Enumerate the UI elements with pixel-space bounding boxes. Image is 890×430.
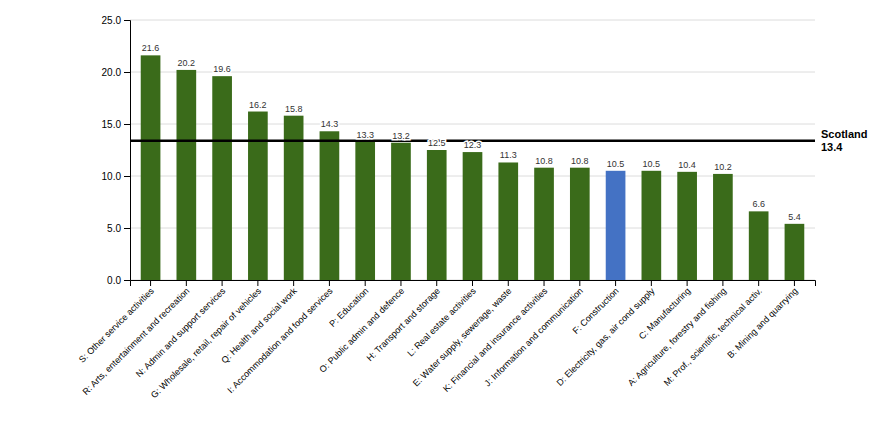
y-tick: 15.0 bbox=[102, 119, 130, 130]
x-tick-mark bbox=[615, 280, 616, 286]
x-tick: H: Transport and storage bbox=[364, 280, 441, 363]
x-tick: B: Mining and quarrying bbox=[725, 280, 799, 360]
x-tick-mark bbox=[508, 280, 509, 286]
reference-label: Scotland13.4 bbox=[821, 128, 867, 153]
bar bbox=[427, 150, 447, 280]
y-tick-mark bbox=[124, 176, 130, 177]
x-tick-mark bbox=[794, 280, 795, 286]
grid-line bbox=[130, 124, 815, 125]
x-tick-mark bbox=[222, 280, 223, 286]
y-tick-mark bbox=[124, 72, 130, 73]
bar bbox=[463, 152, 483, 280]
x-tick-mark bbox=[257, 280, 258, 286]
y-tick-label: 5.0 bbox=[107, 223, 121, 234]
plot: 0.0 5.0 10.0 15.0 20.0 25.0 S: Other service a… bbox=[77, 15, 868, 400]
bar bbox=[355, 142, 375, 280]
marks bbox=[130, 55, 815, 280]
y-tick-label: 10.0 bbox=[102, 171, 122, 182]
y-tick-mark bbox=[124, 280, 130, 281]
chart: 0.0 5.0 10.0 15.0 20.0 25.0 S: Other service a… bbox=[0, 0, 890, 430]
y-tick-label: 25.0 bbox=[102, 15, 122, 26]
bar bbox=[713, 174, 733, 280]
bar bbox=[141, 55, 161, 280]
grid-line bbox=[130, 72, 815, 73]
data-label: 20.2 bbox=[178, 58, 196, 68]
y-tick-mark bbox=[124, 228, 130, 229]
x-tick: I: Accommodation and food services bbox=[225, 280, 335, 395]
x-tick-mark bbox=[186, 280, 187, 286]
x-tick-mark bbox=[329, 280, 330, 286]
bar bbox=[749, 211, 769, 280]
x-tick: L: Real estate activities bbox=[405, 280, 478, 358]
y-tick: 5.0 bbox=[107, 223, 130, 234]
reference-label-name: Scotland bbox=[821, 128, 867, 140]
y-axis: 0.0 5.0 10.0 15.0 20.0 25.0 bbox=[102, 15, 131, 286]
y-tick: 10.0 bbox=[102, 171, 130, 182]
bar bbox=[177, 70, 197, 280]
data-label: 10.5 bbox=[607, 159, 625, 169]
data-label: 14.3 bbox=[321, 119, 339, 129]
y-tick-mark bbox=[124, 20, 130, 21]
data-label: 13.2 bbox=[392, 131, 410, 141]
grid-line bbox=[130, 20, 815, 21]
x-tick: Q: Health and social work bbox=[219, 280, 299, 365]
bar bbox=[212, 76, 232, 280]
y-tick-label: 15.0 bbox=[102, 119, 122, 130]
y-tick: 0.0 bbox=[107, 275, 130, 286]
data-label: 6.6 bbox=[752, 199, 765, 209]
x-tick-label: L: Real estate activities bbox=[405, 285, 478, 358]
y-tick: 25.0 bbox=[102, 15, 130, 26]
bar bbox=[677, 172, 697, 280]
x-axis: S: Other service activitiesR: Arts, ente… bbox=[77, 280, 816, 400]
data-label: 12.3 bbox=[464, 140, 482, 150]
x-tick-mark bbox=[651, 280, 652, 286]
y-tick-label: 20.0 bbox=[102, 67, 122, 78]
data-labels: 21.6 20.2 19.6 16.2 15.8 14.3 13.3 13.2 12.5 12.3… bbox=[142, 43, 801, 221]
bar bbox=[498, 162, 518, 280]
y-tick-mark bbox=[124, 124, 130, 125]
bar bbox=[570, 168, 590, 280]
data-label: 10.4 bbox=[678, 160, 696, 170]
y-tick-label: 0.0 bbox=[107, 275, 121, 286]
data-label: 10.8 bbox=[571, 156, 589, 166]
x-tick-mark bbox=[365, 280, 366, 286]
x-tick-mark bbox=[544, 280, 545, 286]
x-tick-mark bbox=[436, 280, 437, 286]
x-tick-label: I: Accommodation and food services bbox=[225, 285, 335, 395]
x-tick-mark bbox=[722, 280, 723, 286]
data-label: 15.8 bbox=[285, 104, 303, 114]
x-tick: S: Other service activities bbox=[77, 280, 156, 365]
x-tick-mark bbox=[758, 280, 759, 286]
bar bbox=[606, 171, 626, 280]
data-label: 10.5 bbox=[643, 159, 661, 169]
bar bbox=[785, 224, 805, 280]
data-label: 19.6 bbox=[213, 64, 231, 74]
data-label: 13.3 bbox=[356, 130, 374, 140]
x-tick-mark bbox=[293, 280, 294, 286]
x-axis-line bbox=[131, 281, 816, 287]
reference-label-value: 13.4 bbox=[821, 141, 843, 153]
data-label: 10.8 bbox=[535, 156, 553, 166]
data-label: 11.3 bbox=[500, 150, 517, 160]
y-tick: 20.0 bbox=[102, 67, 130, 78]
bar bbox=[320, 131, 340, 280]
x-tick-mark bbox=[687, 280, 688, 286]
bar bbox=[248, 112, 268, 280]
data-label: 10.2 bbox=[714, 162, 732, 172]
bar bbox=[391, 143, 411, 280]
data-label: 21.6 bbox=[142, 43, 160, 53]
grid bbox=[130, 20, 815, 280]
bar bbox=[642, 171, 662, 280]
bar bbox=[534, 168, 554, 280]
x-tick-mark bbox=[472, 280, 473, 286]
data-label: 16.2 bbox=[249, 100, 267, 110]
x-tick-mark bbox=[150, 280, 151, 286]
data-label: 12.5 bbox=[428, 138, 446, 148]
y-axis-line bbox=[124, 21, 131, 281]
x-tick-mark bbox=[579, 280, 580, 286]
data-label: 5.4 bbox=[788, 212, 801, 222]
x-tick-label: H: Transport and storage bbox=[364, 286, 441, 363]
x-tick-label: B: Mining and quarrying bbox=[725, 286, 799, 360]
x-tick-mark bbox=[400, 280, 401, 286]
